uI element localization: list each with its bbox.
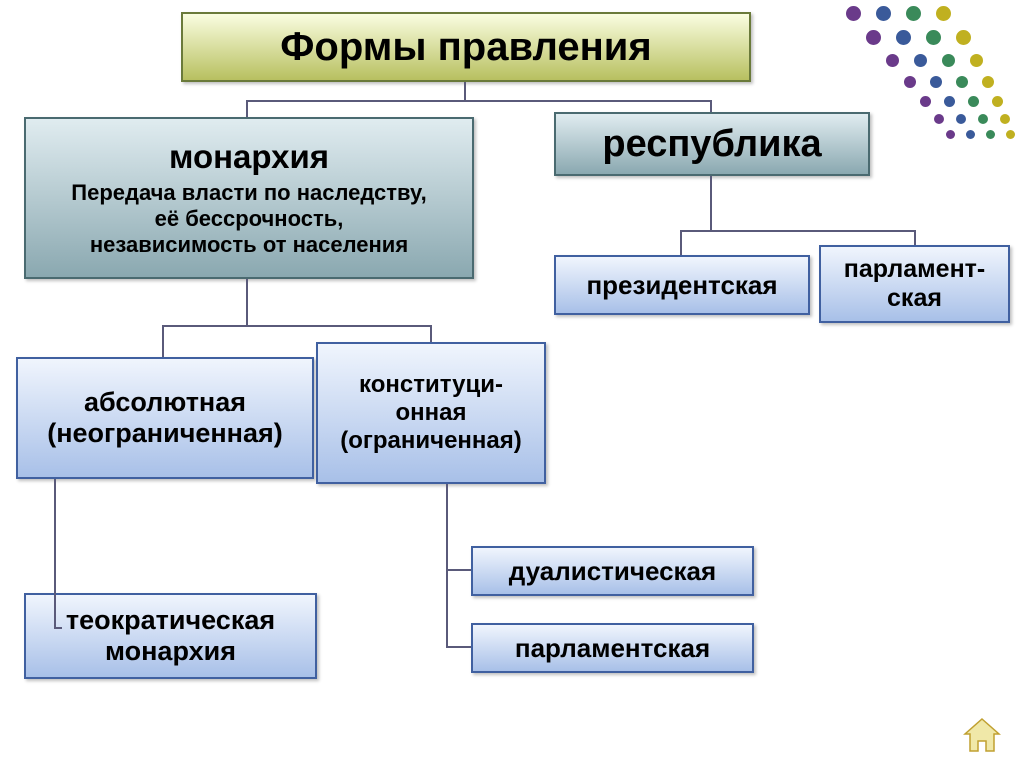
home-icon[interactable] bbox=[961, 717, 1003, 755]
parliamentary-monarchy-box: парламентская bbox=[471, 623, 754, 673]
decor-dot bbox=[956, 114, 966, 124]
decor-dot bbox=[986, 130, 995, 139]
theo-l1: теократическая bbox=[66, 605, 275, 636]
decor-dot bbox=[956, 76, 968, 88]
theo-l2: монархия bbox=[105, 636, 236, 667]
decor-dot bbox=[978, 114, 988, 124]
parl-rep-l1: парламент- bbox=[844, 255, 986, 284]
decor-dot bbox=[866, 30, 881, 45]
connector-line bbox=[446, 484, 448, 646]
presidential-box: президентская bbox=[554, 255, 810, 315]
connector-line bbox=[430, 325, 432, 342]
decor-dot bbox=[936, 6, 951, 21]
decor-dot bbox=[876, 6, 891, 21]
decor-dot bbox=[906, 6, 921, 21]
decor-dot bbox=[914, 54, 927, 67]
dual-text: дуалистическая bbox=[509, 556, 716, 587]
theocratic-box: теократическаямонархия bbox=[24, 593, 317, 679]
parl-mon-text: парламентская bbox=[515, 633, 710, 664]
title-box: Формы правления bbox=[181, 12, 751, 82]
monarchy-title: монархия bbox=[169, 138, 329, 176]
connector-line bbox=[246, 279, 248, 327]
connector-line bbox=[54, 627, 62, 629]
decor-dot bbox=[944, 96, 955, 107]
decor-dot bbox=[930, 76, 942, 88]
decor-dot bbox=[970, 54, 983, 67]
republic-box: республика bbox=[554, 112, 870, 176]
decor-dot bbox=[956, 30, 971, 45]
decor-dot bbox=[982, 76, 994, 88]
connector-line bbox=[680, 230, 916, 232]
abs-l2: (неограниченная) bbox=[47, 418, 283, 449]
connector-line bbox=[162, 325, 164, 357]
connector-line bbox=[54, 479, 56, 629]
con-l3: (ограниченная) bbox=[340, 427, 522, 455]
decor-dot bbox=[968, 96, 979, 107]
parl-rep-l2: ская bbox=[887, 284, 942, 313]
decor-dot bbox=[846, 6, 861, 21]
connector-line bbox=[162, 325, 432, 327]
decor-dot bbox=[992, 96, 1003, 107]
connector-line bbox=[246, 100, 248, 117]
con-l1: конституци- bbox=[359, 371, 503, 399]
connector-line bbox=[464, 82, 466, 102]
decor-dot bbox=[886, 54, 899, 67]
decor-dot bbox=[1006, 130, 1015, 139]
decor-dot bbox=[966, 130, 975, 139]
connector-line bbox=[446, 646, 471, 648]
decor-dot bbox=[946, 130, 955, 139]
connector-line bbox=[710, 100, 712, 112]
decor-dot bbox=[896, 30, 911, 45]
monarchy-box: монархия Передача власти по наследству, е… bbox=[24, 117, 474, 279]
decor-dot bbox=[926, 30, 941, 45]
connector-line bbox=[446, 569, 471, 571]
con-l2: онная bbox=[395, 399, 466, 427]
republic-text: республика bbox=[602, 123, 821, 166]
decor-dot bbox=[904, 76, 916, 88]
connector-line bbox=[246, 100, 712, 102]
decor-dot bbox=[934, 114, 944, 124]
constitutional-box: конституци-онная(ограниченная) bbox=[316, 342, 546, 484]
connector-line bbox=[914, 230, 916, 245]
connector-line bbox=[710, 176, 712, 232]
decor-dot bbox=[920, 96, 931, 107]
absolute-box: абсолютная(неограниченная) bbox=[16, 357, 314, 479]
decor-dot bbox=[1000, 114, 1010, 124]
dualistic-box: дуалистическая bbox=[471, 546, 754, 596]
monarchy-subtitle: Передача власти по наследству, её бессро… bbox=[71, 180, 426, 258]
title-text: Формы правления bbox=[280, 25, 651, 70]
abs-l1: абсолютная bbox=[84, 387, 246, 418]
decor-dot bbox=[942, 54, 955, 67]
parliamentary-republic-box: парламент-ская bbox=[819, 245, 1010, 323]
presidential-text: президентская bbox=[586, 270, 777, 301]
connector-line bbox=[680, 230, 682, 255]
